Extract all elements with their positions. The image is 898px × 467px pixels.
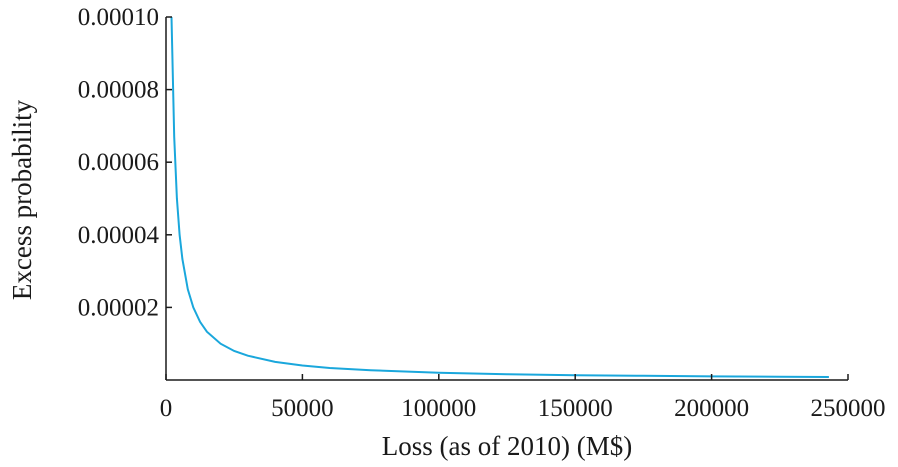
x-axis-title: Loss (as of 2010) (M$) bbox=[382, 431, 632, 461]
plot-area bbox=[170, 16, 829, 378]
y-tick-label: 0.00008 bbox=[78, 77, 159, 104]
x-tick-label: 100000 bbox=[401, 395, 476, 422]
y-tick-label: 0.00010 bbox=[78, 4, 159, 31]
x-tick-label: 200000 bbox=[674, 395, 749, 422]
y-tick-label: 0.00002 bbox=[78, 294, 159, 321]
y-axis: 0.00002 0.00004 0.00006 0.00008 0.00010 bbox=[78, 4, 172, 380]
x-tick-label: 50000 bbox=[271, 395, 334, 422]
x-tick-label: 250000 bbox=[811, 395, 886, 422]
y-tick-label: 0.00004 bbox=[78, 222, 160, 249]
series-line-0 bbox=[170, 16, 829, 378]
x-tick-label: 150000 bbox=[538, 395, 613, 422]
x-tick-label: 0 bbox=[160, 395, 173, 422]
y-tick-label: 0.00006 bbox=[78, 149, 159, 176]
y-axis-title: Excess probability bbox=[7, 99, 37, 300]
x-axis: 0 50000 100000 150000 200000 250000 bbox=[160, 374, 886, 422]
